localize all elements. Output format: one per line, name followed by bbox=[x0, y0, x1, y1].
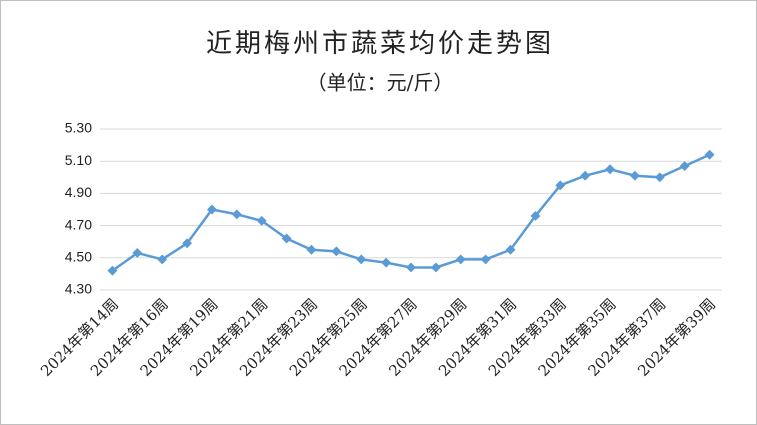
marker bbox=[132, 248, 143, 258]
marker bbox=[654, 172, 665, 183]
marker bbox=[157, 254, 168, 265]
marker bbox=[679, 161, 690, 171]
y-tick-label: 5.30 bbox=[65, 120, 92, 136]
marker bbox=[306, 244, 317, 255]
y-tick-label: 4.30 bbox=[65, 281, 92, 297]
chart-title: 近期梅州市蔬菜均价走势图 bbox=[206, 29, 554, 59]
marker bbox=[406, 262, 416, 273]
marker bbox=[256, 215, 267, 226]
marker bbox=[704, 149, 715, 160]
chart-subtitle: （单位：元/斤） bbox=[307, 71, 454, 95]
marker bbox=[182, 238, 193, 249]
marker bbox=[580, 170, 591, 181]
marker bbox=[207, 204, 217, 215]
marker bbox=[281, 233, 292, 244]
marker bbox=[530, 210, 541, 221]
marker bbox=[605, 164, 615, 175]
marker bbox=[430, 262, 441, 273]
y-tick-label: 4.50 bbox=[65, 249, 92, 265]
y-tick-label: 5.10 bbox=[65, 152, 92, 168]
marker bbox=[555, 180, 566, 191]
marker bbox=[381, 257, 392, 268]
y-tick-label: 4.70 bbox=[65, 216, 92, 232]
marker bbox=[331, 246, 342, 257]
y-tick-label: 4.90 bbox=[65, 184, 92, 200]
marker bbox=[231, 209, 242, 220]
marker bbox=[505, 244, 516, 255]
marker bbox=[629, 170, 640, 181]
